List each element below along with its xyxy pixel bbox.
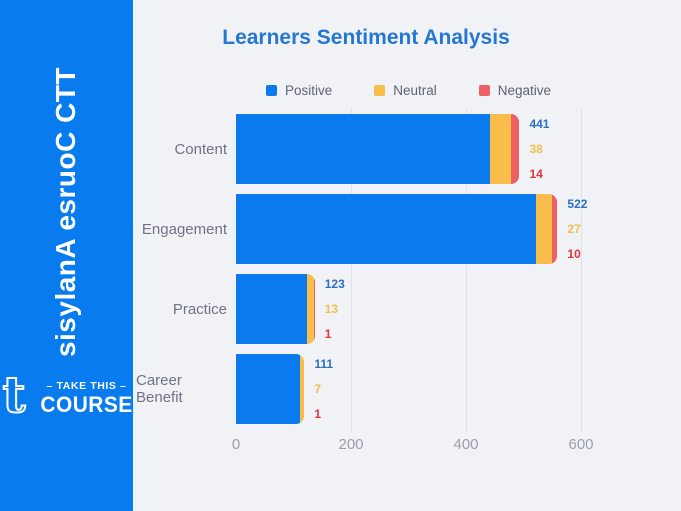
value-label-positive: 111: [314, 357, 334, 371]
bar-segment-negative: [511, 114, 520, 184]
category-label-practice: Practice: [172, 300, 227, 318]
stacked-bar: [236, 274, 315, 344]
value-label-neutral: 27: [567, 222, 581, 236]
bar-segment-neutral: [299, 354, 304, 424]
axis-tick-label-200: 200: [338, 436, 364, 453]
legend-item-neutral: Neutral: [374, 83, 437, 98]
gridline-400: [466, 109, 467, 432]
sidebar: sisylanA esruoC CTT t – TAKE THIS – COUR…: [0, 0, 136, 511]
legend: Positive Neutral Negative: [136, 83, 681, 98]
value-label-neutral: 7: [314, 382, 322, 396]
bar-segment-neutral: [489, 114, 512, 184]
brand-logo: t – TAKE THIS – COURSE: [0, 364, 135, 425]
value-label-negative: 1: [324, 327, 332, 341]
x-axis: 0 200 400 600: [232, 429, 681, 459]
legend-label: Negative: [497, 83, 552, 98]
chart-title: Learners Sentiment Analysis: [222, 26, 510, 49]
logo-tagline: – TAKE THIS –: [46, 379, 127, 392]
gridline-600: [581, 109, 582, 432]
category-label-career-benefit: Career Benefit: [136, 372, 183, 406]
bar-segment-neutral: [306, 274, 315, 344]
sidebar-vertical-title: sisylanA esruoC CTT: [50, 66, 81, 358]
legend-swatch-negative: [478, 85, 490, 96]
logo-text: – TAKE THIS – COURSE: [38, 381, 135, 417]
bar-segment-positive: [236, 274, 307, 344]
bar-segment-positive: [236, 114, 490, 184]
bar-segment-positive: [236, 354, 300, 424]
value-label-neutral: 13: [324, 302, 339, 316]
bar-segment-neutral: [536, 194, 552, 264]
stacked-bar: [236, 354, 305, 424]
svg-text:t: t: [2, 372, 25, 420]
value-labels: 522 27 10: [567, 194, 587, 264]
legend-swatch-positive: [265, 85, 277, 96]
legend-label: Neutral: [393, 83, 437, 98]
value-label-positive: 522: [567, 197, 588, 211]
value-label-positive: 123: [324, 277, 345, 291]
category-label-engagement: Engagement: [141, 220, 227, 238]
value-labels: 123 13 1: [325, 274, 345, 344]
chart-panel: Learners Sentiment Analysis Positive Neut…: [136, 0, 681, 511]
axis-tick-label-0: 0: [231, 436, 241, 453]
stacked-bar: [236, 194, 558, 264]
bar-segment-negative: [314, 274, 315, 344]
value-label-negative: 10: [567, 247, 581, 261]
value-labels: 441 38 14: [529, 114, 549, 184]
gridline-200: [351, 109, 352, 432]
stacked-bar: [236, 114, 520, 184]
category-labels: Content Engagement Practice Career Benefit: [136, 109, 236, 459]
take-this-course-t-icon: t: [0, 364, 30, 425]
bar-segment-negative: [303, 354, 305, 424]
axis-tick-label-600: 600: [568, 436, 594, 453]
legend-label: Positive: [284, 83, 333, 98]
value-labels: 111 7 1: [314, 354, 333, 424]
category-label-content: Content: [174, 140, 227, 158]
plot-area: 441 38 14 522 27 10 123 13 1 111 7 1: [236, 109, 681, 432]
bar-segment-positive: [236, 194, 537, 264]
chart-row: 111 7 1: [236, 349, 681, 429]
legend-item-positive: Positive: [265, 83, 333, 98]
value-label-negative: 14: [529, 167, 543, 181]
value-label-neutral: 38: [529, 142, 543, 156]
bar-chart: Content Engagement Practice Career Benefit …: [136, 109, 681, 459]
chart-row: 522 27 10: [236, 189, 681, 269]
axis-tick-label-400: 400: [453, 436, 479, 453]
logo-brand: COURSE: [40, 392, 133, 418]
chart-row: 123 13 1: [236, 269, 681, 349]
legend-swatch-neutral: [374, 85, 386, 96]
bar-segment-negative: [551, 194, 558, 264]
value-label-negative: 1: [314, 407, 322, 421]
value-label-positive: 441: [529, 117, 550, 131]
chart-row: 441 38 14: [236, 109, 681, 189]
legend-item-negative: Negative: [478, 83, 552, 98]
